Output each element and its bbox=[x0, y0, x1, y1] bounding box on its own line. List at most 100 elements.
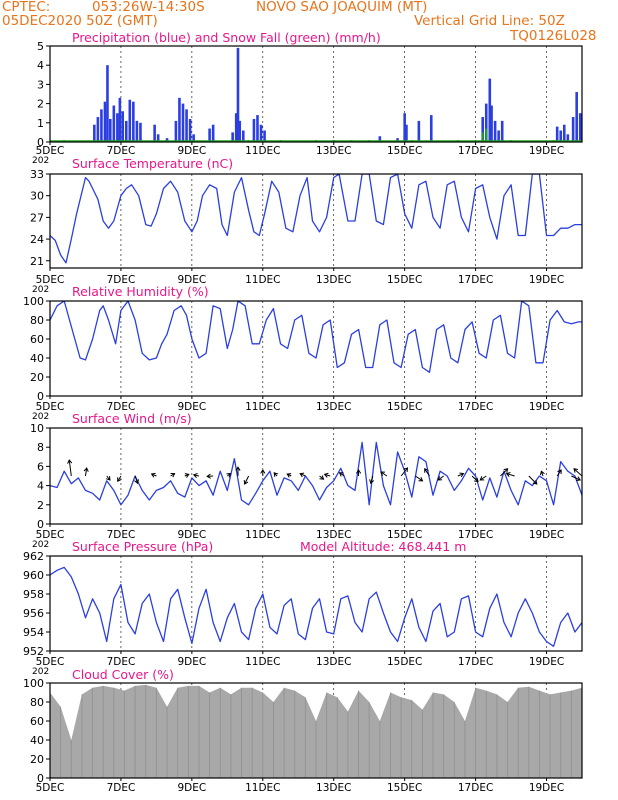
x-tick-label: 17DEC bbox=[458, 529, 493, 541]
precipitation-bar bbox=[103, 101, 107, 142]
x-tick-label: 9DEC bbox=[177, 656, 206, 668]
precipitation-bar bbox=[580, 117, 582, 142]
x-tick-label: 15DEC bbox=[387, 401, 422, 413]
x-tick-label: 11DEC bbox=[245, 782, 280, 794]
x-tick-label: 19DEC bbox=[529, 274, 564, 286]
precipitation-bar bbox=[93, 124, 96, 142]
x-tick-label: 9DEC bbox=[177, 782, 206, 794]
precipitation-bar bbox=[566, 134, 570, 142]
wind-vector-head bbox=[192, 472, 198, 478]
wind-vector bbox=[380, 471, 388, 477]
wind-vector bbox=[571, 475, 581, 481]
header-coordinates: 053:26W-14:30S bbox=[92, 0, 205, 15]
precipitation-bar bbox=[488, 78, 492, 142]
x-tick-label: 5DEC bbox=[36, 529, 65, 541]
wind-vector bbox=[528, 475, 538, 485]
series-line bbox=[50, 566, 582, 647]
x-tick-label: 19DEC bbox=[529, 401, 564, 413]
panel-1: 21 24 27 30 33 5DEC 7DEC 9DEC 11DEC 13DEC 15DEC 17D… bbox=[30, 156, 583, 295]
y-tick-label: 100 bbox=[23, 295, 44, 308]
series-line bbox=[50, 441, 582, 506]
precipitation-bar bbox=[211, 124, 215, 142]
panel-frame bbox=[49, 45, 583, 143]
x-tick-label: 15DEC bbox=[387, 529, 422, 541]
y-tick-label: 3 bbox=[37, 78, 44, 91]
x-tick-label: 5DEC bbox=[36, 782, 65, 794]
wind-vector bbox=[117, 475, 122, 482]
x-tick-label: 17DEC bbox=[458, 401, 493, 413]
precipitation-bar bbox=[185, 109, 188, 142]
x-tick-label: 5DEC bbox=[36, 401, 65, 413]
panel-data bbox=[50, 684, 582, 778]
x-tick-label: 19DEC bbox=[529, 782, 564, 794]
x-year-label: 202 bbox=[32, 540, 49, 550]
wind-vector-head bbox=[474, 477, 479, 483]
y-tick-label: 21 bbox=[30, 255, 44, 268]
y-tick-label: 1 bbox=[37, 117, 44, 130]
panel-frame bbox=[49, 555, 583, 652]
precipitation-bar bbox=[156, 134, 160, 142]
snowfall-bar bbox=[485, 128, 488, 142]
y-tick-label: 958 bbox=[23, 588, 44, 601]
wind-vector bbox=[457, 473, 464, 477]
precipitation-bar bbox=[493, 120, 497, 142]
x-tick-label: 5DEC bbox=[36, 274, 65, 286]
x-tick-label: 13DEC bbox=[316, 401, 351, 413]
wind-vector bbox=[84, 467, 88, 477]
x-tick-label: 7DEC bbox=[107, 782, 136, 794]
wind-vector bbox=[573, 468, 582, 477]
y-tick-label: 2 bbox=[37, 98, 44, 111]
x-tick-label: 7DEC bbox=[107, 401, 136, 413]
precipitation-bar bbox=[132, 101, 135, 142]
precipitation-bar bbox=[429, 115, 433, 142]
wind-vector bbox=[506, 473, 515, 477]
panel-title: Surface Temperature (nC) bbox=[72, 156, 233, 171]
precipitation-bar bbox=[481, 117, 484, 142]
panel-frame bbox=[49, 173, 583, 269]
wind-vector-head bbox=[532, 479, 538, 485]
header-source: CPTEC: bbox=[2, 0, 51, 15]
x-tick-label: 11DEC bbox=[245, 274, 280, 286]
x-tick-label: 7DEC bbox=[107, 656, 136, 668]
precipitation-bar bbox=[405, 124, 408, 142]
y-tick-label: 60 bbox=[30, 715, 44, 728]
x-tick-label: 17DEC bbox=[458, 274, 493, 286]
wind-vector-head bbox=[67, 459, 73, 464]
wind-vector-head bbox=[235, 466, 241, 471]
x-tick-label: 7DEC bbox=[107, 145, 136, 157]
wind-vector-head bbox=[83, 467, 89, 472]
precipitation-bar bbox=[112, 105, 116, 142]
x-tick-label: 5DEC bbox=[36, 145, 65, 157]
precipitation-bar bbox=[118, 97, 122, 142]
y-tick-label: 5 bbox=[37, 40, 44, 53]
precipitation-bar bbox=[490, 105, 493, 142]
x-year-label: 202 bbox=[32, 285, 49, 295]
panel-5: 0 20 40 60 80 100 5DEC 7DEC 9DEC 11DEC 13DEC 15DEC 1… bbox=[23, 667, 583, 794]
precipitation-bar bbox=[135, 120, 139, 142]
precipitation-bar bbox=[121, 111, 125, 142]
precipitation-bar bbox=[108, 118, 112, 142]
x-tick-label: 5DEC bbox=[36, 656, 65, 668]
panel-title: Surface Pressure (hPa) bbox=[72, 539, 213, 554]
panel-data bbox=[50, 441, 582, 506]
x-tick-label: 13DEC bbox=[316, 274, 351, 286]
series-line bbox=[50, 174, 582, 264]
precipitation-bar bbox=[188, 118, 192, 142]
wind-vector bbox=[415, 475, 423, 482]
header-grid-note: Vertical Grid Line: 50Z bbox=[414, 13, 565, 29]
wind-vector-head bbox=[539, 470, 545, 476]
y-tick-label: 100 bbox=[23, 677, 44, 690]
x-tick-label: 9DEC bbox=[177, 145, 206, 157]
precipitation-bar bbox=[231, 132, 234, 142]
wind-vector-head bbox=[226, 473, 232, 478]
wind-vector bbox=[134, 475, 138, 484]
wind-vector bbox=[437, 475, 444, 481]
precipitation-bar bbox=[238, 120, 242, 142]
wind-vector-head bbox=[273, 472, 279, 477]
x-tick-label: 9DEC bbox=[177, 274, 206, 286]
precipitation-bar bbox=[403, 113, 406, 142]
x-tick-label: 13DEC bbox=[316, 529, 351, 541]
precipitation-bar bbox=[575, 92, 578, 142]
wind-vector-head bbox=[206, 473, 211, 479]
